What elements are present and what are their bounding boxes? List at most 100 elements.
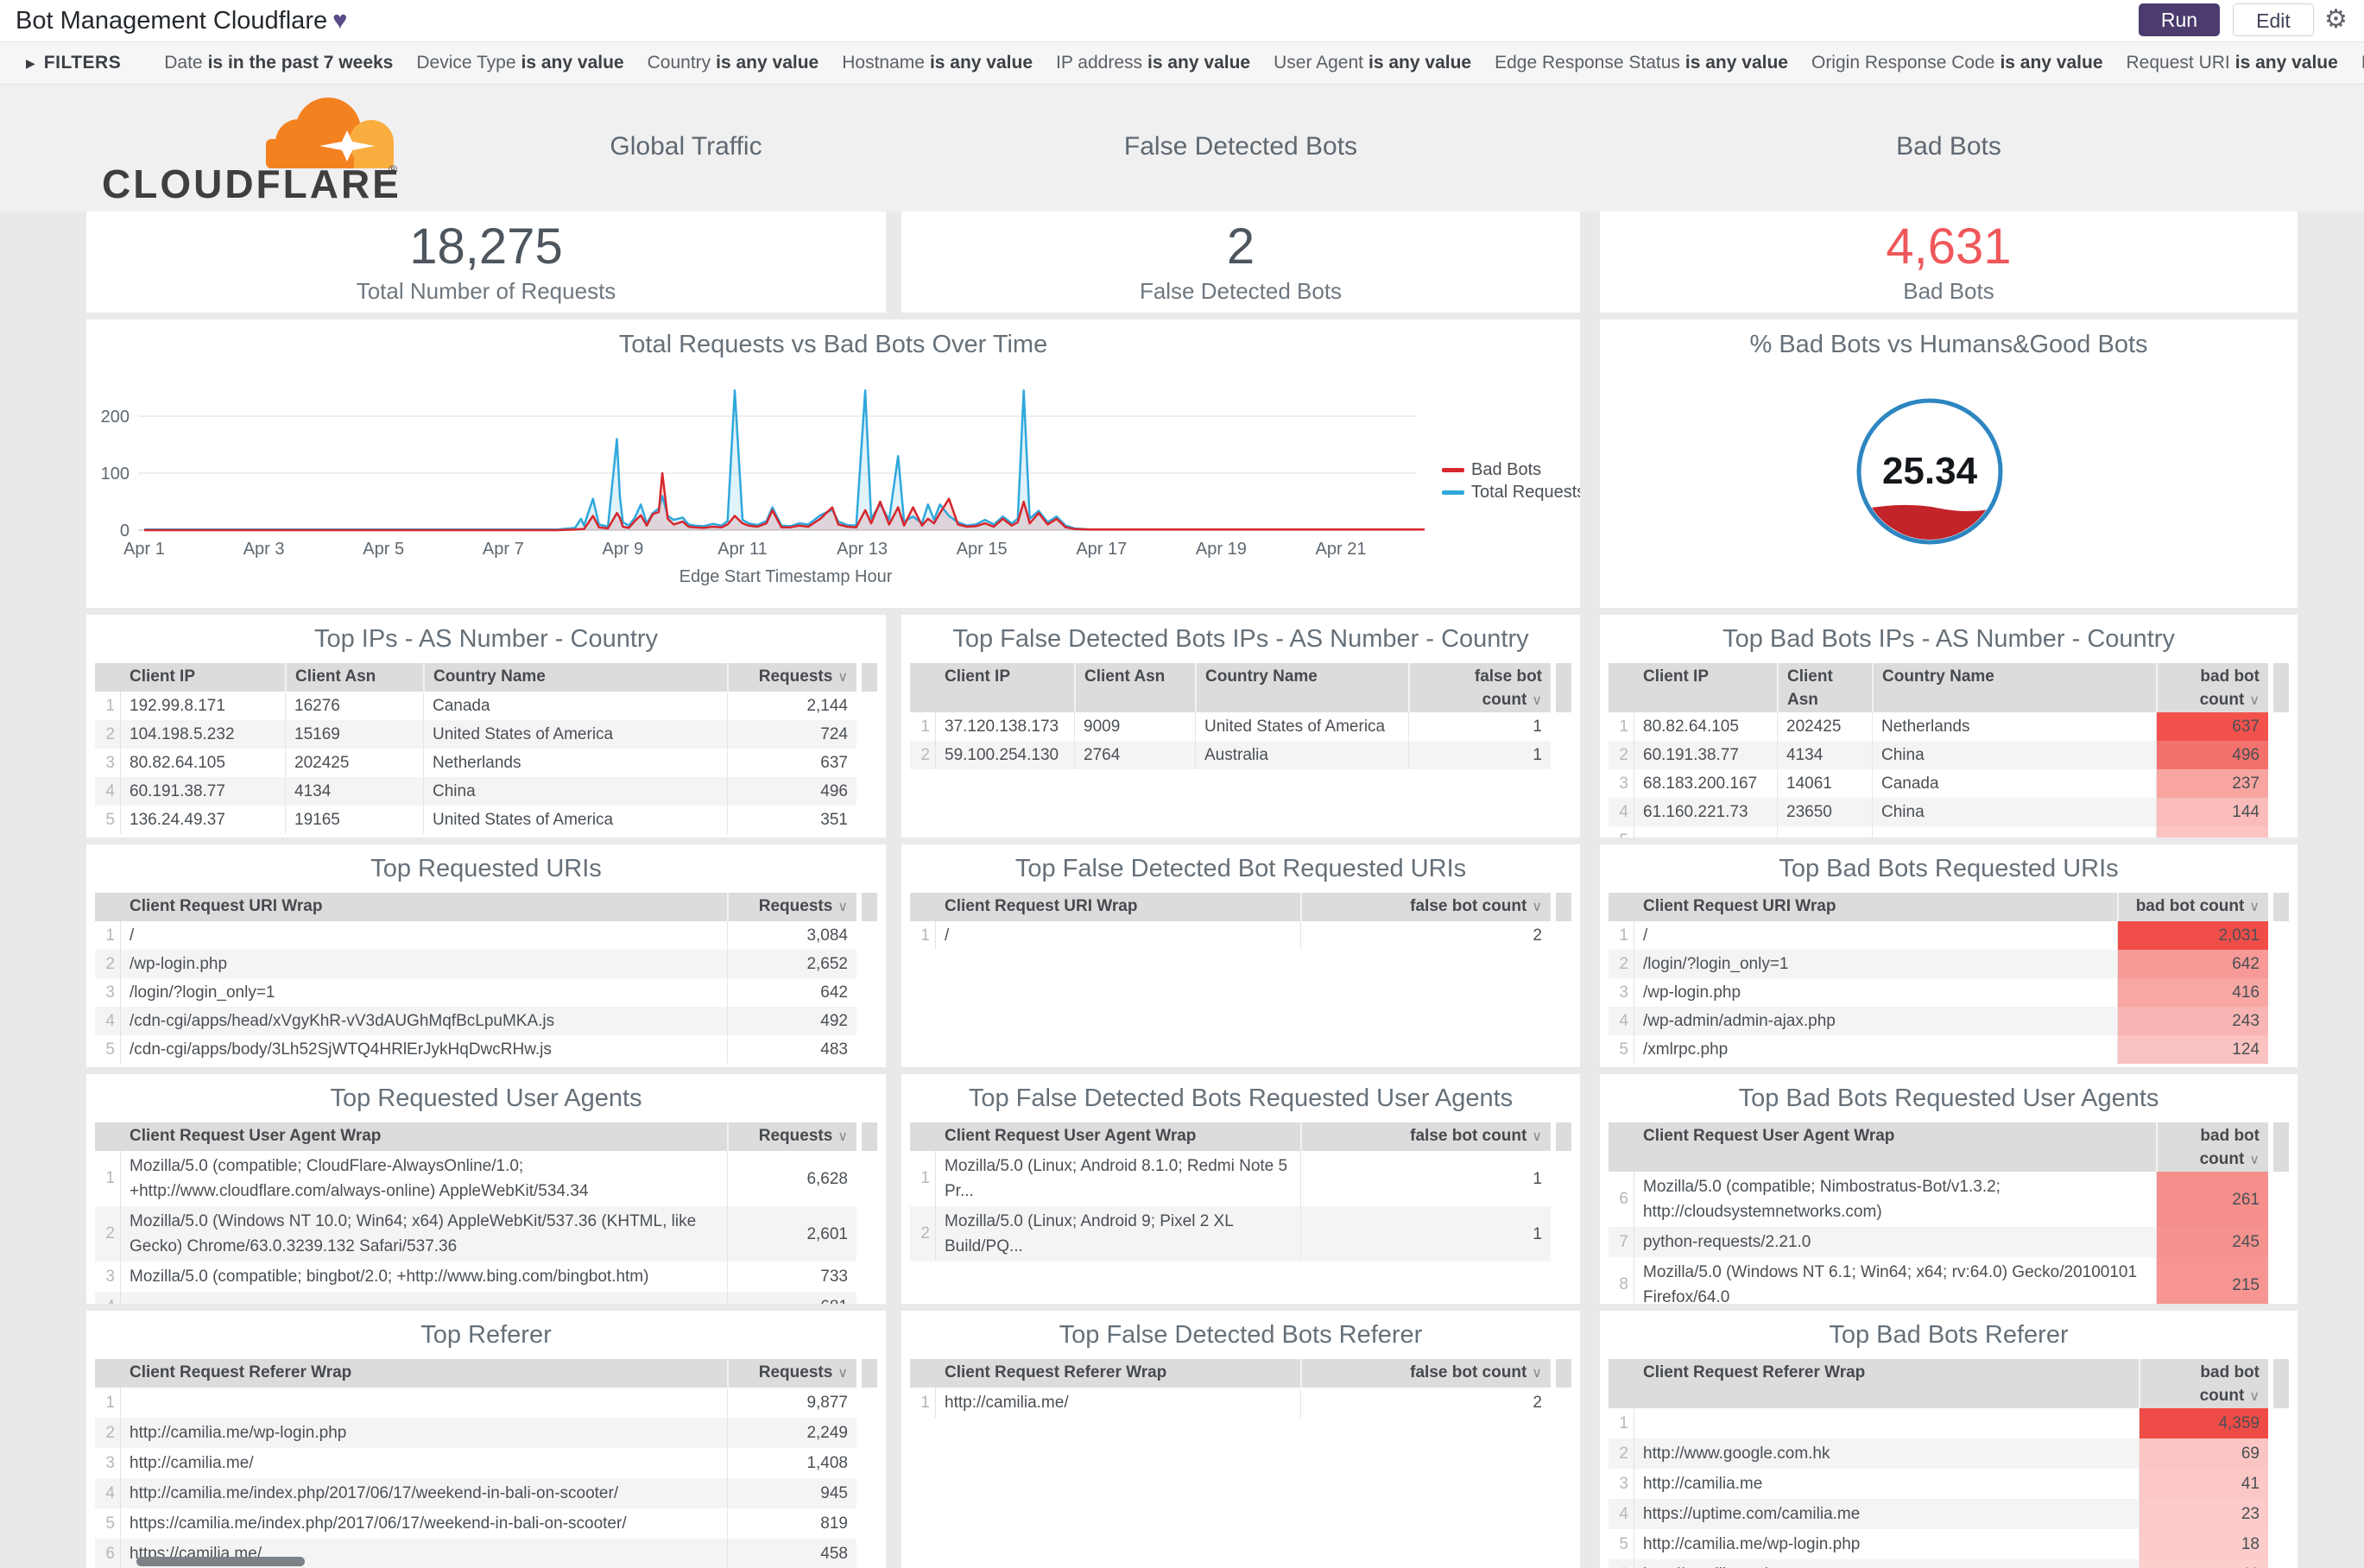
cell[interactable]: 4134	[1777, 741, 1872, 769]
cell[interactable]: 19165	[285, 806, 423, 834]
count-cell[interactable]: 11	[2139, 1559, 2268, 1568]
column-header-requests[interactable]: Requests ∨	[727, 663, 856, 692]
table-row[interactable]: 6 Mozilla/5.0 (compatible; Nimbostratus-B…	[1609, 1172, 2268, 1227]
cell[interactable]: http://camilia.me/wp-login.php	[1643, 1535, 1861, 1553]
kpi-total-requests[interactable]: 18,275 Total Number of Requests	[86, 212, 886, 313]
cell[interactable]: /login/?login_only=1	[130, 983, 275, 1002]
timeseries-chart[interactable]: Total Requests vs Bad Bots Over Time 0 100…	[86, 319, 1580, 608]
cell[interactable]: /cdn-cgi/apps/head/xVgyKhR-vV3dAUGhMqfBc…	[130, 1012, 555, 1030]
count-cell[interactable]: 245	[2156, 1227, 2268, 1257]
table-row[interactable]: 2 60.191.38.77 4134 China 496	[1609, 741, 2268, 769]
count-cell[interactable]: 637	[727, 749, 856, 777]
table-row[interactable]: 3 80.82.64.105 202425 Netherlands 637	[95, 749, 856, 777]
filter-chip-hostname[interactable]: Hostname is any value	[842, 53, 1033, 73]
count-cell[interactable]: 1,408	[727, 1448, 856, 1478]
cell[interactable]: Netherlands	[1872, 712, 2156, 741]
cell[interactable]: 9009	[1074, 712, 1195, 741]
cell[interactable]: 59.100.254.130	[945, 746, 1059, 764]
count-cell[interactable]: 215	[2156, 1257, 2268, 1304]
table-row[interactable]: 2 59.100.254.130 2764 Australia 1	[910, 741, 1551, 769]
filter-chip-user-agent[interactable]: User Agent is any value	[1274, 53, 1472, 73]
column-header-bad-bot-count[interactable]: bad bot count ∨	[2156, 663, 2268, 712]
filter-chip-origin-response-code[interactable]: Origin Response Code is any value	[1811, 53, 2103, 73]
cell[interactable]: United States of America	[1195, 712, 1408, 741]
filter-chip-country[interactable]: Country is any value	[647, 53, 819, 73]
cell[interactable]: https://camilia.me/index.php/2017/06/17/…	[130, 1514, 627, 1533]
table-row[interactable]: 3/wp-login.php 416	[1609, 978, 2268, 1007]
count-cell[interactable]: 1	[1408, 712, 1551, 741]
cell[interactable]: http://camilia.me/wp-login.php	[130, 1424, 347, 1442]
cell[interactable]: http://camilia.me/	[130, 1454, 254, 1472]
cell[interactable]: Mozilla/5.0 (Windows NT 6.1; Win64; x64;…	[1643, 1263, 2138, 1304]
count-cell[interactable]: 2	[1300, 921, 1551, 950]
cell[interactable]: /login/?login_only=1	[1643, 955, 1789, 973]
filter-chip-rayid[interactable]: RayIDis any value	[2361, 53, 2364, 73]
table-row[interactable]: 2 Mozilla/5.0 (Windows NT 10.0; Win64; x6…	[95, 1206, 856, 1261]
table-row[interactable]: 5 http://camilia.me/wp-login.php 18	[1609, 1529, 2268, 1559]
count-cell[interactable]: 496	[727, 777, 856, 806]
cell[interactable]: Canada	[423, 692, 727, 720]
cell[interactable]: 16276	[285, 692, 423, 720]
cell[interactable]: China	[1872, 741, 2156, 769]
cell[interactable]: http://camilia.me/	[945, 1394, 1069, 1412]
cell[interactable]	[121, 1292, 727, 1304]
cell[interactable]: Mozilla/5.0 (compatible; Nimbostratus-Bo…	[1643, 1178, 2001, 1221]
table-row[interactable]: 3 68.183.200.167 14061 Canada 237	[1609, 769, 2268, 798]
cell[interactable]: 80.82.64.105	[130, 754, 225, 772]
column-header-client-request-uri-wrap[interactable]: Client Request URI Wrap	[130, 897, 323, 915]
cell[interactable]	[1872, 826, 2156, 838]
column-header-false-bot-count[interactable]: false bot count ∨	[1300, 1122, 1551, 1151]
count-cell[interactable]: 496	[2156, 741, 2268, 769]
count-cell[interactable]: 124	[2117, 1035, 2268, 1064]
cell[interactable]: http://www.google.com.hk	[1643, 1445, 1830, 1463]
table-row[interactable]: 4 61.160.221.73 23650 China 144	[1609, 798, 2268, 826]
table-row[interactable]: 5 https://camilia.me/index.php/2017/06/17…	[95, 1508, 856, 1539]
column-header-client-request-user-agent-wrap[interactable]: Client Request User Agent Wrap	[945, 1127, 1197, 1145]
table-row[interactable]: 4 http://camilia.me/index.php/2017/06/17/…	[95, 1478, 856, 1508]
table-row[interactable]: 2 104.198.5.232 15169 United States of Amer…	[95, 720, 856, 749]
cell[interactable]: 4134	[285, 777, 423, 806]
cell[interactable]: 80.82.64.105	[1643, 718, 1739, 736]
table-row[interactable]: 4 https://uptime.com/camilia.me 23	[1609, 1499, 2268, 1529]
cell[interactable]: 192.99.8.171	[130, 697, 225, 715]
column-header-false-bot-count[interactable]: false bot count ∨	[1300, 893, 1551, 921]
cell[interactable]: 37.120.138.173	[945, 718, 1059, 736]
cell[interactable]: http://camilia.me/index.php/2017/06/17/w…	[130, 1484, 619, 1502]
count-cell[interactable]: 642	[2117, 950, 2268, 978]
count-cell[interactable]: 681	[727, 1292, 856, 1304]
filter-chip-date[interactable]: Date is in the past 7 weeks	[164, 53, 394, 73]
cell[interactable]: 61.160.221.73	[1643, 803, 1748, 821]
count-cell[interactable]: 2,601	[727, 1206, 856, 1261]
cell[interactable]: /wp-login.php	[1643, 983, 1741, 1002]
bad-bots-gauge[interactable]: % Bad Bots vs Humans&Good Bots 25.34	[1600, 319, 2298, 608]
cell[interactable]: Mozilla/5.0 (Linux; Android 8.1.0; Redmi…	[945, 1157, 1288, 1200]
table-row[interactable]: 4 60.191.38.77 4134 China 496	[95, 777, 856, 806]
cell[interactable]: 104.198.5.232	[130, 725, 235, 743]
column-header-client-ip[interactable]: Client IP	[1643, 667, 1710, 686]
count-cell[interactable]: 9,877	[727, 1388, 856, 1418]
table-row[interactable]: 5/xmlrpc.php 124	[1609, 1035, 2268, 1064]
cell[interactable]: 202425	[1777, 712, 1872, 741]
table-row[interactable]: 7 python-requests/2.21.0 245	[1609, 1227, 2268, 1257]
table-row[interactable]: 3 http://camilia.me 41	[1609, 1469, 2268, 1499]
column-header-country-name[interactable]: Country Name	[1872, 663, 2156, 712]
count-cell[interactable]: 2,031	[2117, 921, 2268, 950]
count-cell[interactable]: 69	[2139, 1438, 2268, 1469]
cell[interactable]: /	[945, 926, 950, 945]
cell[interactable]: /	[130, 926, 135, 945]
column-header-requests[interactable]: Requests ∨	[727, 1122, 856, 1151]
count-cell[interactable]: 819	[727, 1508, 856, 1539]
table-row[interactable]: 3 http://camilia.me/1,408	[95, 1448, 856, 1478]
cell[interactable]: United States of America	[423, 720, 727, 749]
cell[interactable]: 136.24.49.37	[130, 811, 225, 829]
column-header-client-request-user-agent-wrap[interactable]: Client Request User Agent Wrap	[1643, 1127, 1895, 1145]
count-cell[interactable]: 416	[2117, 978, 2268, 1007]
count-cell[interactable]: 945	[727, 1478, 856, 1508]
count-cell[interactable]: 1	[1300, 1151, 1551, 1206]
cell[interactable]: 202425	[285, 749, 423, 777]
table-row[interactable]: 5/cdn-cgi/apps/body/3Lh52SjWTQ4HRlErJykH…	[95, 1035, 856, 1064]
count-cell[interactable]: 724	[727, 720, 856, 749]
column-header-client-request-uri-wrap[interactable]: Client Request URI Wrap	[945, 897, 1138, 915]
cell[interactable]: Mozilla/5.0 (compatible; CloudFlare-Alwa…	[130, 1157, 589, 1200]
table-row[interactable]: 4/wp-admin/admin-ajax.php 243	[1609, 1007, 2268, 1035]
